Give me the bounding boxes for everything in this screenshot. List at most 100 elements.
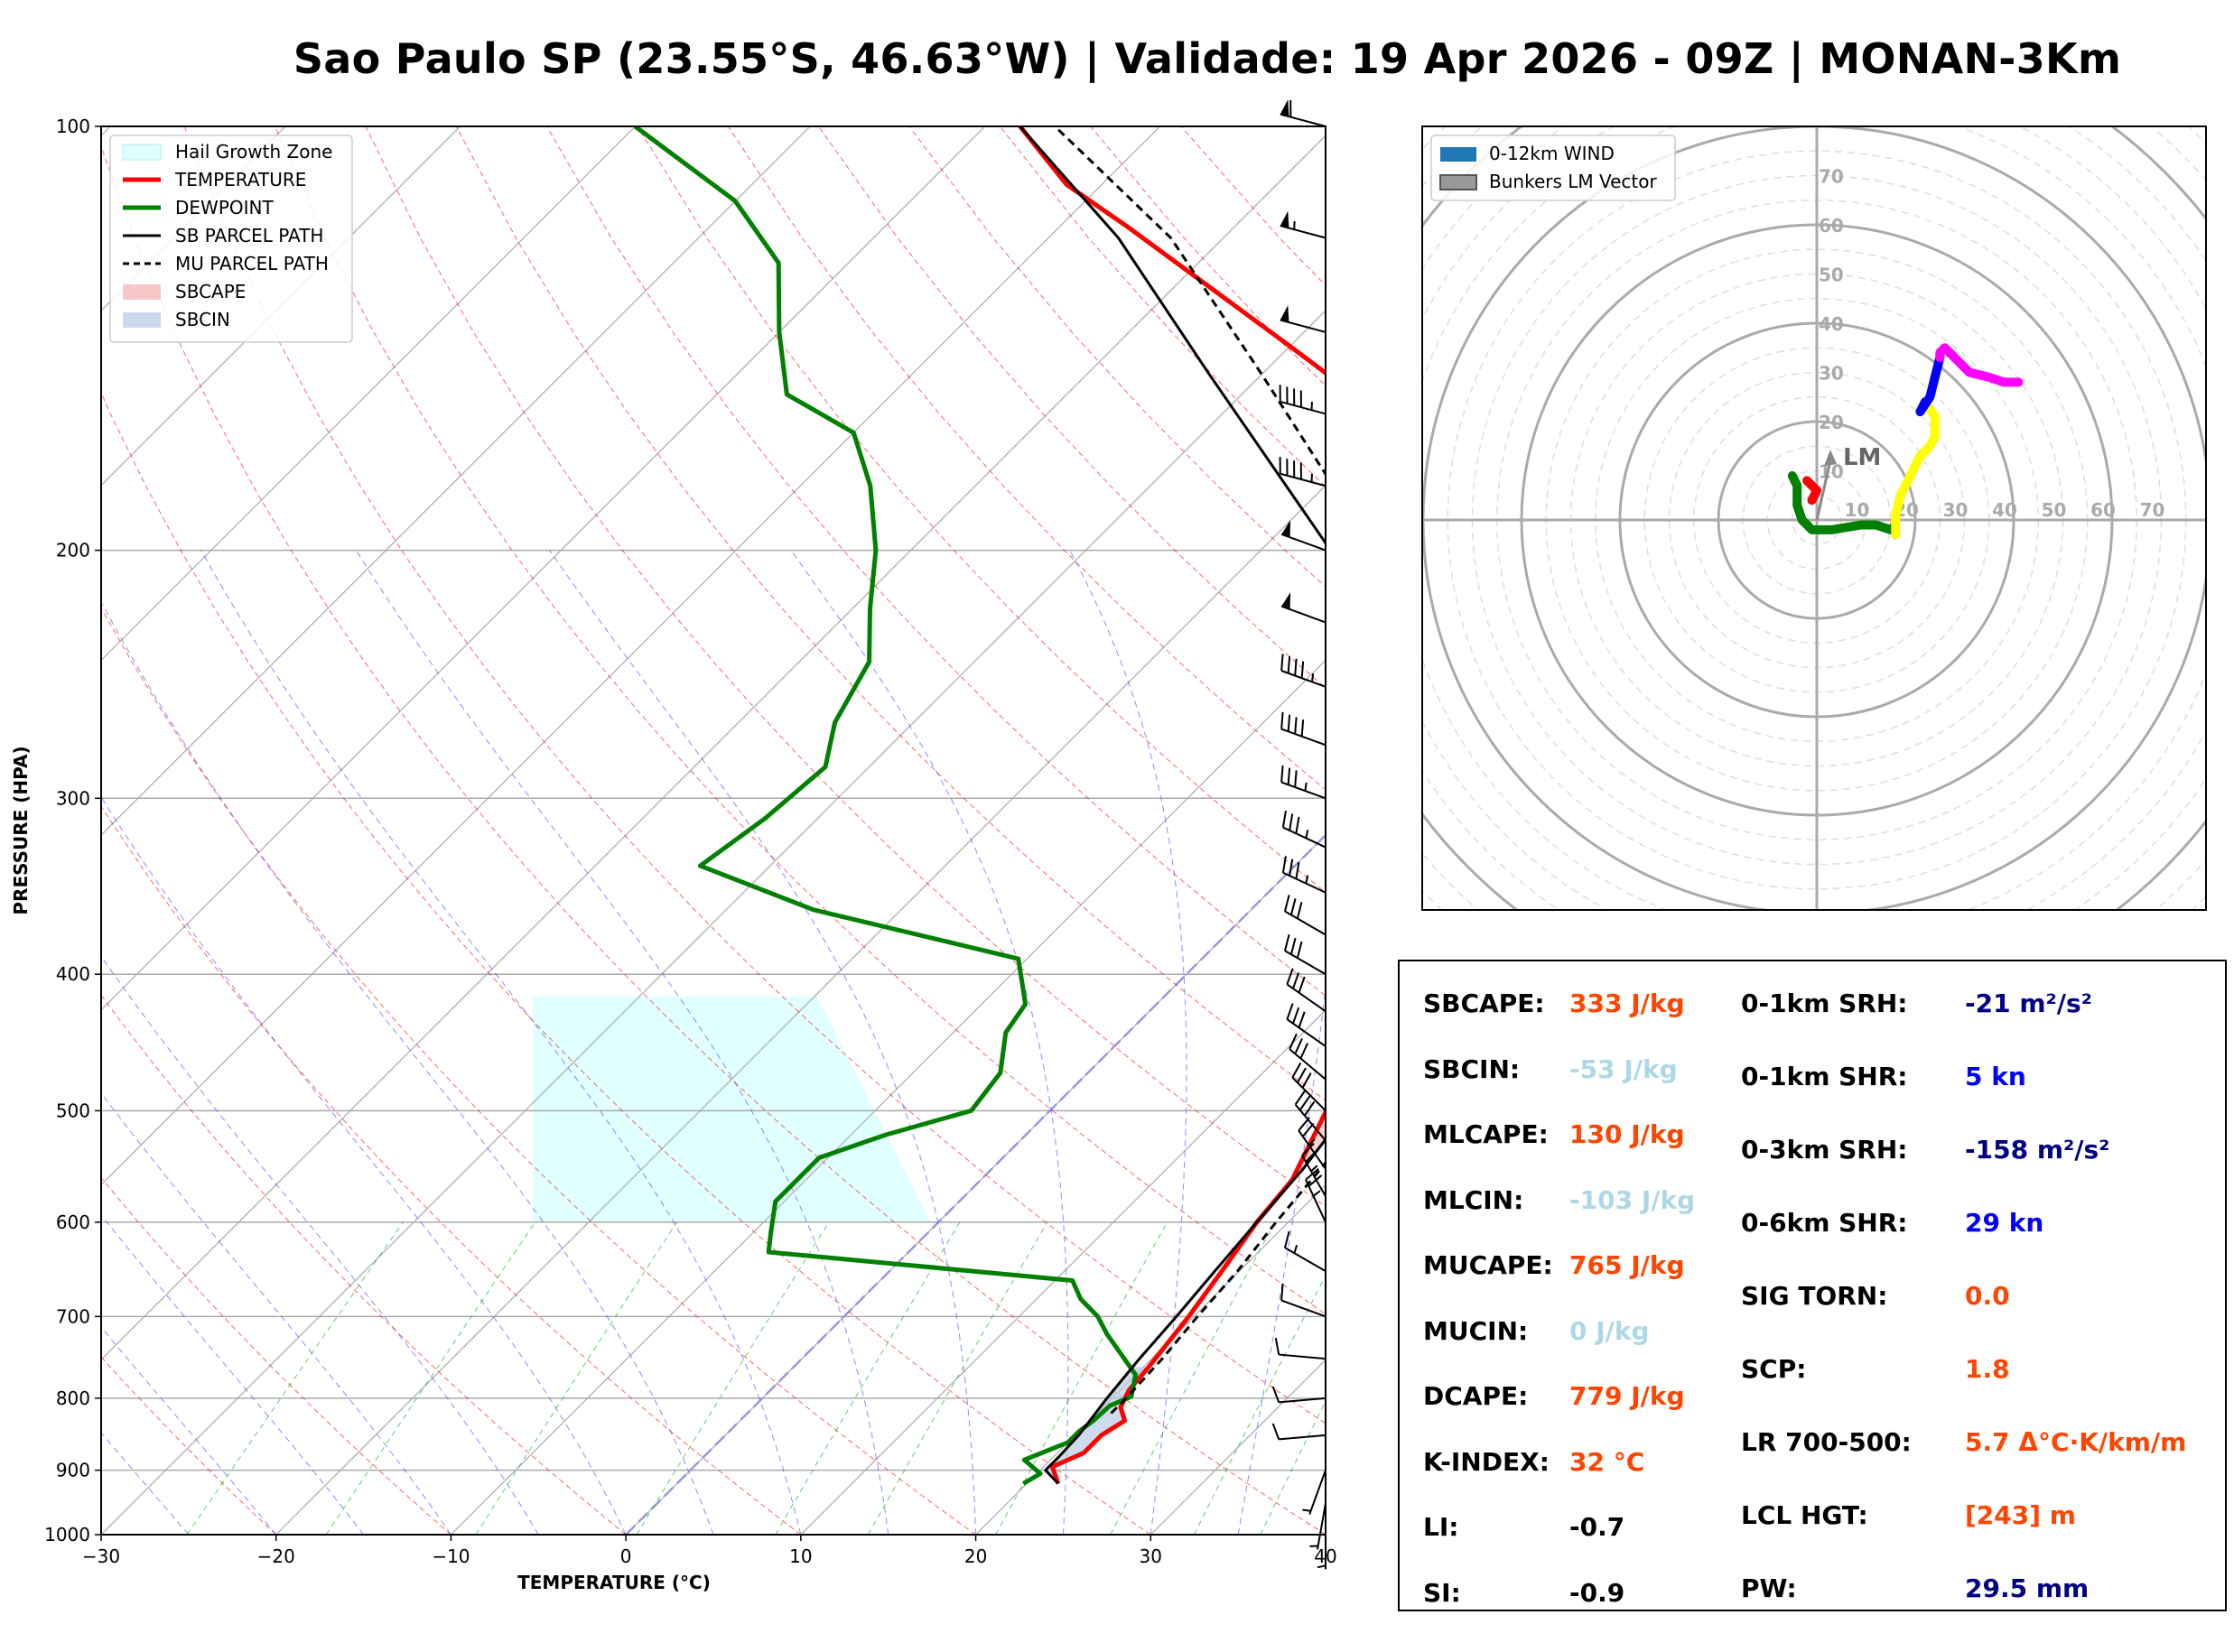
- isotherm-line: [101, 126, 1160, 1186]
- param-value: -103 J/kg: [1569, 1184, 1696, 1215]
- chart-title: Sao Paulo SP (23.55°S, 46.63°W) | Valida…: [293, 34, 2122, 83]
- hodograph-ring: [1422, 126, 2206, 910]
- param-value: -0.9: [1569, 1577, 1625, 1608]
- wind-barb-full: [1280, 1283, 1284, 1301]
- param-value: 0.0: [1965, 1281, 2010, 1311]
- wind-barb: [1291, 1062, 1326, 1112]
- param-label: LI:: [1423, 1512, 1459, 1542]
- legend-label: TEMPERATURE: [174, 169, 306, 190]
- param-label: SBCIN:: [1423, 1053, 1521, 1084]
- wind-barb-flag: [1280, 210, 1289, 228]
- hodograph-segment: [1915, 353, 1945, 417]
- wind-barb-staff: [1279, 1397, 1326, 1404]
- wind-barb-flag: [1281, 520, 1291, 538]
- ring-label-vertical: 50: [1819, 265, 1844, 286]
- bunkers-lm-arrowhead: [1823, 450, 1837, 467]
- ring-label-vertical: 30: [1819, 363, 1844, 385]
- x-tick-label: −10: [432, 1545, 470, 1567]
- wind-barb-staff: [1280, 113, 1326, 127]
- wind-barb-staff: [1279, 1353, 1326, 1360]
- wind-barb: [1286, 1003, 1326, 1047]
- param-value: -53 J/kg: [1569, 1053, 1678, 1084]
- param-label: MLCIN:: [1423, 1184, 1524, 1215]
- param-value: 29 kn: [1965, 1208, 2044, 1238]
- wind-barb-full: [1305, 1148, 1318, 1163]
- wind-barb-half: [1302, 1508, 1311, 1512]
- wind-barb: [1280, 99, 1326, 127]
- wind-barb-full: [1280, 654, 1284, 672]
- wind-barb-staff: [1279, 1434, 1326, 1441]
- isotherm-line: [101, 310, 1326, 1535]
- y-tick-label: 600: [56, 1211, 90, 1233]
- wind-barb-half: [1308, 1138, 1316, 1146]
- series-mu-parcel-path: [1054, 126, 1326, 1415]
- ring-label-vertical: 20: [1819, 412, 1844, 433]
- wind-barb-full: [1289, 1033, 1298, 1050]
- parameters-panel: SBCAPE: 333 J/kg SBCIN: -53 J/kg MLCAPE: 130 …: [1398, 960, 2227, 1611]
- isotherm-line: [101, 126, 636, 662]
- wind-barb-staff: [1284, 950, 1326, 976]
- wind-barb-full: [1291, 1062, 1302, 1079]
- wind-barb: [1279, 457, 1326, 487]
- wind-barb-staff: [1280, 605, 1326, 624]
- wind-barb-full: [1308, 1174, 1323, 1187]
- y-axis-label: PRESSURE (HPA): [10, 746, 32, 914]
- param-label: 0-6km SHR:: [1741, 1208, 1908, 1238]
- y-tick-label: 900: [56, 1460, 90, 1481]
- legend-swatch: [122, 144, 162, 161]
- x-tick-label: 20: [964, 1545, 987, 1567]
- hodograph-ring: [1251, 0, 2234, 1086]
- wind-barb: [1289, 1033, 1326, 1081]
- ring-label-horizontal: 50: [2042, 499, 2067, 521]
- param-value: 1.8: [1965, 1354, 2010, 1384]
- legend-label: SBCAPE: [175, 281, 246, 302]
- param-label: DCAPE:: [1423, 1381, 1529, 1411]
- wind-barb-full: [1298, 976, 1306, 993]
- wind-barb-half: [1310, 673, 1315, 682]
- wind-barb-staff: [1308, 1470, 1326, 1515]
- y-tick-label: 300: [56, 787, 90, 809]
- wind-barb-staff: [1284, 1247, 1326, 1273]
- x-tick-label: −20: [257, 1545, 295, 1567]
- y-tick-label: 1000: [44, 1524, 90, 1545]
- wind-barb-staff: [1280, 319, 1326, 333]
- wind-barb-full: [1300, 661, 1305, 679]
- dry-adiabat: [101, 391, 1151, 1535]
- mixing-ratio-line: [186, 1221, 404, 1535]
- param-label: SI:: [1423, 1577, 1461, 1608]
- wind-barb: [1305, 1167, 1326, 1223]
- wind-barb: [1283, 1230, 1326, 1273]
- wind-barb: [1281, 810, 1326, 849]
- wind-barb-full: [1289, 898, 1297, 915]
- wind-barb: [1274, 1338, 1326, 1360]
- param-label: PW:: [1741, 1573, 1797, 1603]
- wind-barb-full: [1296, 902, 1303, 919]
- param-value: 5.7 Δ°C·K/km/m: [1965, 1427, 2187, 1457]
- param-label: SBCAPE:: [1423, 988, 1545, 1018]
- wind-barb: [1280, 305, 1326, 333]
- wind-barb-half: [1312, 1190, 1321, 1197]
- wind-barb-full: [1280, 765, 1284, 783]
- dry-adiabat: [101, 607, 976, 1535]
- y-tick-label: 500: [56, 1100, 90, 1121]
- wind-barb-staff: [1289, 1048, 1326, 1081]
- wind-barb-staff: [1301, 1155, 1326, 1197]
- wind-barb: [1280, 520, 1326, 552]
- x-tick-label: 0: [620, 1545, 632, 1567]
- param-value: 130 J/kg: [1569, 1119, 1685, 1149]
- wind-barb-staff: [1305, 1179, 1326, 1223]
- dry-adiabat: [101, 145, 1326, 1535]
- wind-barb-flag: [1281, 592, 1291, 610]
- ring-label-vertical: 60: [1819, 215, 1844, 237]
- wind-barb-staff: [1298, 1129, 1326, 1170]
- wind-barb: [1294, 1090, 1326, 1142]
- moist-adiabat: [200, 550, 802, 1535]
- wind-barb-full: [1281, 810, 1287, 828]
- wind-barb: [1301, 1143, 1326, 1197]
- legend-swatch: [123, 284, 161, 300]
- wind-barb-full: [1271, 1423, 1280, 1440]
- wind-barb-full: [1292, 972, 1300, 989]
- wind-barb-staff: [1282, 826, 1326, 849]
- zero-isotherm: [625, 833, 1326, 1535]
